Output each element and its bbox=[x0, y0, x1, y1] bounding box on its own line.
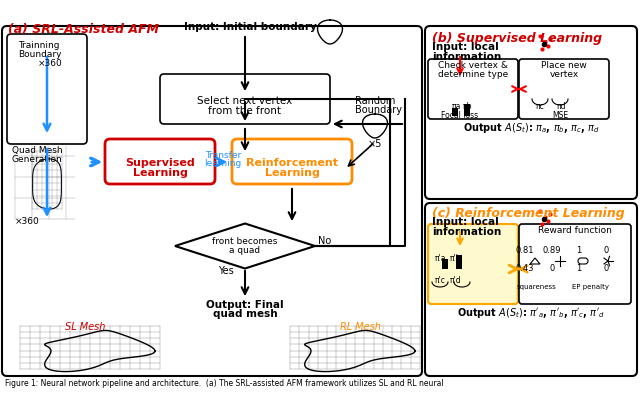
Text: Select next vertex: Select next vertex bbox=[197, 96, 292, 106]
Text: Generation: Generation bbox=[12, 155, 63, 164]
Text: π'a: π'a bbox=[435, 254, 447, 263]
Text: squareness: squareness bbox=[517, 284, 557, 290]
Text: 0: 0 bbox=[549, 264, 555, 273]
Text: Input: Initial boundary: Input: Initial boundary bbox=[184, 22, 316, 32]
Text: ×5: ×5 bbox=[368, 139, 382, 149]
Text: Quad Mesh: Quad Mesh bbox=[12, 146, 63, 155]
Text: Supervised: Supervised bbox=[125, 158, 195, 168]
Text: Input: local: Input: local bbox=[432, 217, 499, 227]
Text: Figure 1: Neural network pipeline and architecture.  (a) The SRL-assisted AFM fr: Figure 1: Neural network pipeline and ar… bbox=[5, 379, 444, 388]
Text: (b) Supervised Learning: (b) Supervised Learning bbox=[432, 32, 602, 45]
FancyBboxPatch shape bbox=[519, 59, 609, 119]
Text: a quad: a quad bbox=[229, 246, 260, 255]
FancyBboxPatch shape bbox=[428, 224, 518, 304]
Text: Transfer: Transfer bbox=[205, 151, 241, 160]
Bar bbox=[452, 108, 458, 116]
Text: π'd: π'd bbox=[450, 276, 461, 285]
Text: EP penalty: EP penalty bbox=[572, 284, 609, 290]
Text: front becomes: front becomes bbox=[212, 237, 278, 246]
FancyBboxPatch shape bbox=[425, 203, 637, 376]
Bar bbox=[464, 104, 470, 116]
Text: Learning: Learning bbox=[132, 168, 188, 178]
FancyBboxPatch shape bbox=[425, 26, 637, 199]
Text: Place new: Place new bbox=[541, 61, 587, 70]
Text: information: information bbox=[432, 227, 501, 237]
Text: 1: 1 bbox=[577, 246, 582, 255]
Text: information: information bbox=[432, 52, 501, 62]
Text: Random: Random bbox=[355, 96, 396, 106]
Text: RL Mesh: RL Mesh bbox=[340, 322, 380, 332]
Text: 0.89: 0.89 bbox=[543, 246, 561, 255]
Text: MSE: MSE bbox=[552, 111, 568, 120]
Text: SL Mesh: SL Mesh bbox=[65, 322, 105, 332]
Bar bbox=[456, 255, 462, 269]
Text: (a) SRL-Assisted AFM: (a) SRL-Assisted AFM bbox=[8, 23, 159, 36]
Text: Output: Final: Output: Final bbox=[206, 300, 284, 310]
Text: 0.81: 0.81 bbox=[516, 246, 534, 255]
Text: from the front: from the front bbox=[209, 106, 282, 116]
Text: Output $A(S_t)$: $\pi_a$, $\pi_b$, $\pi_c$, $\pi_d$: Output $A(S_t)$: $\pi_a$, $\pi_b$, $\pi_… bbox=[463, 121, 600, 135]
FancyBboxPatch shape bbox=[7, 34, 87, 144]
Text: π'b: π'b bbox=[450, 254, 461, 263]
Text: πd: πd bbox=[557, 102, 566, 111]
FancyBboxPatch shape bbox=[428, 59, 518, 119]
Text: Yes: Yes bbox=[218, 266, 234, 276]
Text: Focal loss: Focal loss bbox=[442, 111, 479, 120]
Text: vertex: vertex bbox=[549, 70, 579, 79]
Text: No: No bbox=[318, 236, 332, 246]
Bar bbox=[442, 259, 448, 269]
Text: (c) Reinforcement Learning: (c) Reinforcement Learning bbox=[432, 207, 625, 220]
Text: Output $A(S_t)$: $\pi'_a$, $\pi'_b$, $\pi'_c$, $\pi'_d$: Output $A(S_t)$: $\pi'_a$, $\pi'_b$, $\p… bbox=[457, 306, 605, 320]
Text: Learning: Learning bbox=[264, 168, 319, 178]
FancyBboxPatch shape bbox=[232, 139, 352, 184]
Text: Reward function: Reward function bbox=[538, 226, 612, 235]
FancyBboxPatch shape bbox=[2, 26, 422, 376]
Text: learning: learning bbox=[204, 159, 242, 168]
FancyBboxPatch shape bbox=[519, 224, 631, 304]
Text: 0: 0 bbox=[604, 246, 609, 255]
Text: Trainning: Trainning bbox=[18, 41, 60, 50]
Text: πc: πc bbox=[536, 102, 545, 111]
Text: Boundary: Boundary bbox=[18, 50, 61, 59]
FancyBboxPatch shape bbox=[160, 74, 330, 124]
Text: Check vertex &: Check vertex & bbox=[438, 61, 508, 70]
Text: πa: πa bbox=[452, 102, 461, 111]
Text: quad mesh: quad mesh bbox=[212, 309, 277, 319]
Text: πb: πb bbox=[463, 102, 472, 111]
Text: ×360: ×360 bbox=[15, 217, 40, 226]
Text: determine type: determine type bbox=[438, 70, 508, 79]
Text: 0.43: 0.43 bbox=[516, 264, 534, 273]
Text: 1: 1 bbox=[577, 264, 582, 273]
FancyBboxPatch shape bbox=[105, 139, 215, 184]
Text: 0: 0 bbox=[604, 264, 609, 273]
Polygon shape bbox=[175, 223, 315, 268]
Text: Boundary: Boundary bbox=[355, 105, 402, 115]
Text: π'c: π'c bbox=[435, 276, 446, 285]
Text: Reinforcement: Reinforcement bbox=[246, 158, 338, 168]
Text: Input: local: Input: local bbox=[432, 42, 499, 52]
Text: ×360: ×360 bbox=[38, 59, 63, 68]
